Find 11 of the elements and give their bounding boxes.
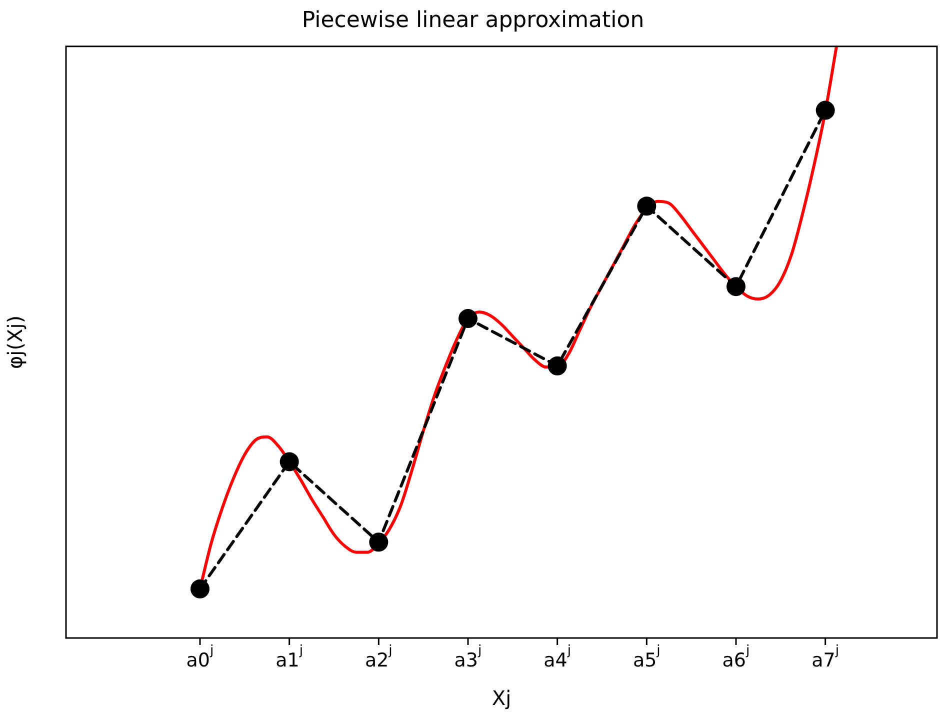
point — [369, 532, 388, 552]
point — [637, 196, 656, 216]
point — [726, 277, 746, 296]
point — [458, 309, 478, 328]
point — [280, 452, 299, 472]
point — [548, 356, 567, 376]
x-axis-title: Xj — [492, 686, 512, 710]
point — [190, 579, 210, 598]
point — [816, 100, 835, 120]
chart-title: Piecewise linear approximation — [302, 8, 644, 33]
y-axis-title: φj(Xj) — [3, 315, 28, 370]
